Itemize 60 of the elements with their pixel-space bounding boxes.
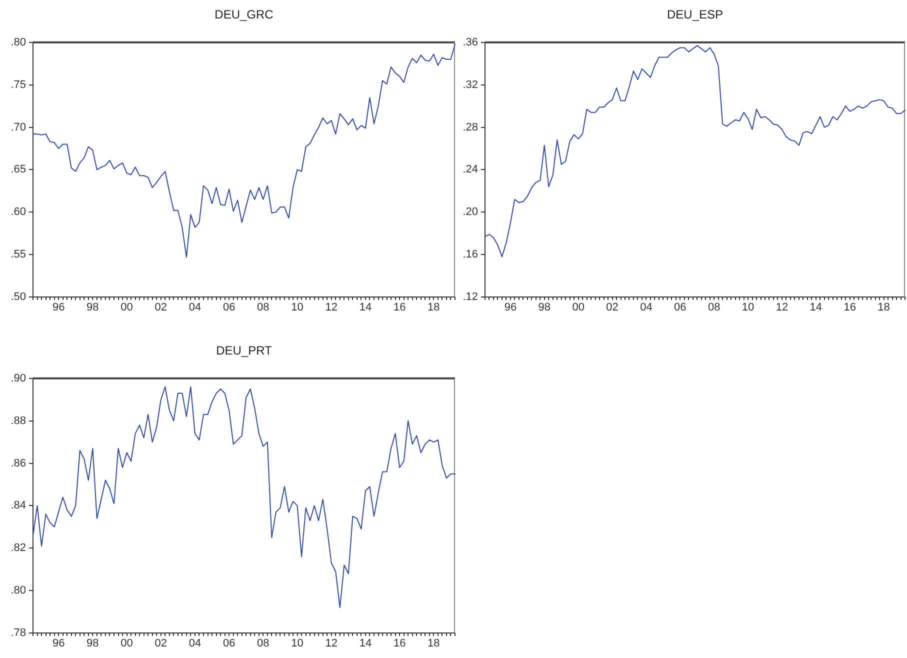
y-tick-label: .28: [462, 121, 478, 134]
y-tick-label: .24: [462, 164, 478, 176]
x-tick-label: 14: [359, 638, 372, 650]
x-tick-label: 16: [844, 302, 856, 314]
x-tick-label: 10: [291, 638, 304, 650]
chart-title: DEU_ESP: [666, 8, 724, 22]
x-tick-label: 08: [708, 302, 720, 314]
x-tick-label: 14: [810, 302, 822, 314]
chart-title: DEU_PRT: [216, 344, 273, 358]
y-tick-label: .82: [10, 542, 26, 554]
x-tick-label: 18: [428, 638, 440, 650]
x-tick-label: 96: [52, 302, 65, 314]
x-tick-label: 98: [86, 302, 99, 314]
chart-title: DEU_GRC: [214, 8, 274, 22]
x-tick-label: 18: [878, 302, 890, 314]
y-tick-label: .80: [10, 36, 26, 48]
x-tick-label: 04: [188, 638, 202, 650]
y-tick-label: .50: [10, 291, 26, 304]
x-tick-label: 04: [640, 302, 652, 314]
x-tick-label: 04: [188, 302, 202, 314]
y-tick-label: .75: [10, 78, 26, 91]
y-tick-label: .88: [10, 414, 26, 427]
y-tick-label: .65: [10, 164, 26, 176]
x-tick-label: 02: [606, 302, 618, 314]
y-tick-label: .16: [462, 248, 478, 261]
x-tick-label: 96: [52, 638, 65, 650]
x-tick-label: 12: [325, 638, 338, 650]
y-tick-label: .86: [10, 457, 26, 470]
x-tick-label: 08: [257, 638, 270, 650]
x-tick-label: 10: [742, 302, 754, 314]
y-tick-label: .20: [462, 206, 478, 218]
x-tick-label: 06: [222, 302, 236, 314]
y-tick-label: .90: [10, 372, 26, 384]
x-tick-label: 12: [325, 302, 338, 314]
x-tick-label: 98: [86, 638, 99, 650]
x-tick-label: 06: [222, 638, 236, 650]
y-tick-label: .60: [10, 206, 26, 218]
x-tick-label: 02: [154, 638, 168, 650]
y-tick-label: .12: [462, 291, 478, 304]
y-tick-label: .55: [10, 248, 26, 261]
y-tick-label: .78: [10, 627, 26, 640]
y-tick-label: .36: [462, 36, 478, 48]
x-tick-label: 00: [120, 638, 133, 650]
x-tick-label: 12: [776, 302, 788, 314]
x-tick-label: 08: [257, 302, 270, 314]
x-tick-label: 00: [120, 302, 133, 314]
y-tick-label: .80: [10, 584, 26, 597]
x-tick-label: 14: [359, 302, 372, 314]
x-tick-label: 18: [428, 302, 440, 314]
y-tick-label: .84: [10, 500, 26, 512]
y-tick-label: .32: [462, 78, 478, 91]
x-tick-label: 98: [538, 302, 551, 314]
x-tick-label: 16: [393, 638, 406, 650]
x-tick-label: 06: [674, 302, 686, 314]
x-tick-label: 10: [291, 302, 304, 314]
x-tick-label: 96: [504, 302, 517, 314]
x-tick-label: 00: [572, 302, 584, 314]
x-tick-label: 16: [393, 302, 406, 314]
y-tick-label: .70: [10, 121, 26, 134]
x-tick-label: 02: [154, 302, 168, 314]
